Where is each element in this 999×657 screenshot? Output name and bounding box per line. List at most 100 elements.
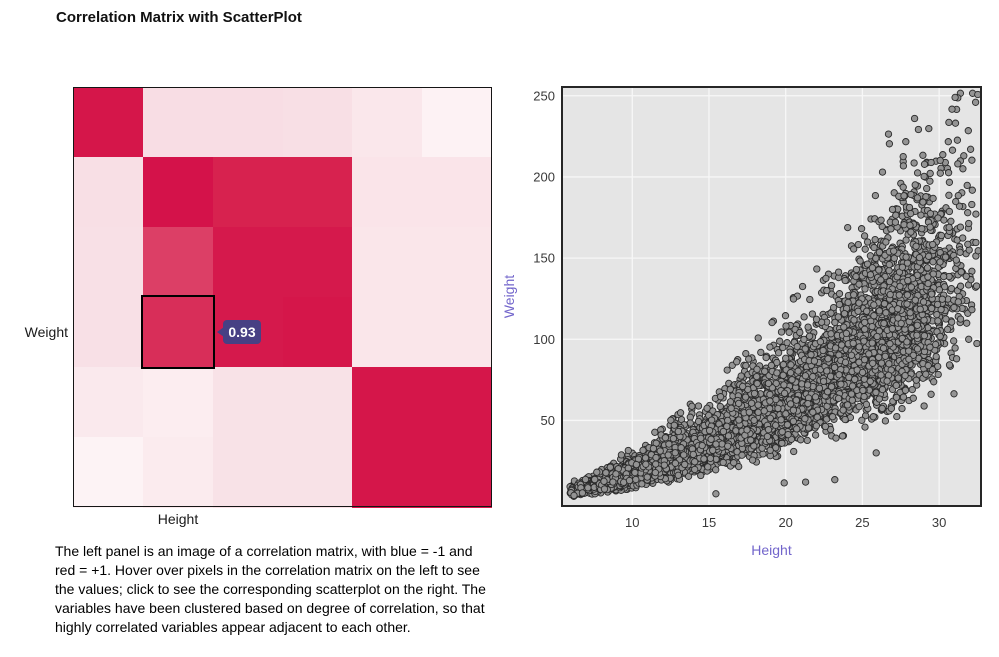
heatmap-cell[interactable]: [212, 87, 283, 158]
scatter-point: [831, 318, 839, 327]
scatter-point: [741, 393, 750, 401]
scatter-point: [768, 318, 776, 327]
scatter-point: [747, 436, 755, 444]
heatmap-cell[interactable]: [282, 157, 353, 228]
heatmap-cell[interactable]: [282, 227, 353, 298]
heatmap-cell[interactable]: [282, 437, 353, 508]
scatter-point: [638, 480, 646, 488]
scatter-point: [700, 455, 708, 463]
scatter-point: [788, 376, 796, 384]
heatmap-cell[interactable]: [422, 157, 493, 228]
heatmap-cell[interactable]: [282, 367, 353, 438]
heatmap-cell[interactable]: [422, 297, 493, 368]
scatter-point: [670, 421, 678, 429]
correlation-heatmap[interactable]: [73, 87, 493, 508]
scatter-point: [652, 453, 660, 462]
heatmap-cell[interactable]: [282, 87, 353, 158]
scatter-point: [739, 382, 747, 391]
scatter-point: [707, 435, 715, 443]
heatmap-cell[interactable]: [212, 437, 283, 508]
scatter-point: [649, 444, 658, 453]
heatmap-cell[interactable]: [73, 87, 144, 158]
scatter-point: [664, 451, 672, 459]
scatter-point: [762, 353, 770, 362]
scatter-point: [606, 463, 614, 471]
scatter-point: [806, 295, 814, 304]
scatter-point: [753, 379, 761, 388]
heatmap-cell[interactable]: [352, 297, 423, 368]
scatter-point: [937, 231, 946, 240]
scatter-point: [764, 426, 773, 434]
scatter-point: [803, 436, 811, 445]
scatter-point: [832, 434, 840, 442]
scatter-point: [612, 470, 620, 478]
heatmap-cell[interactable]: [212, 157, 283, 228]
scatter-point: [779, 343, 787, 352]
scatter-point: [947, 217, 955, 225]
heatmap-cell[interactable]: [73, 367, 144, 438]
scatter-point: [724, 416, 732, 425]
heatmap-cell[interactable]: [73, 297, 144, 368]
scatter-point: [578, 489, 587, 497]
scatter-point: [748, 456, 757, 464]
scatter-point: [757, 348, 765, 357]
scatter-point: [783, 421, 792, 429]
scatter-point: [777, 416, 785, 424]
scatter-point: [680, 451, 688, 459]
heatmap-cell[interactable]: [142, 227, 214, 298]
scatter-point: [951, 119, 960, 127]
heatmap-cells[interactable]: [73, 87, 493, 508]
scatter-point: [809, 372, 817, 381]
scatter-point: [641, 454, 650, 462]
heatmap-cell[interactable]: [73, 227, 144, 298]
heatmap-cell[interactable]: [212, 227, 283, 298]
scatter-point: [651, 468, 660, 477]
scatter-point: [778, 439, 786, 447]
heatmap-cell[interactable]: [282, 297, 353, 368]
heatmap-cell[interactable]: [422, 227, 493, 298]
scatter-point: [797, 436, 805, 444]
scatter-point: [712, 466, 720, 474]
heatmap-cell[interactable]: [352, 437, 423, 508]
scatter-point: [800, 313, 808, 321]
heatmap-cell[interactable]: [142, 297, 214, 368]
heatmap-cell[interactable]: [422, 437, 493, 508]
scatter-point: [816, 338, 825, 346]
scatter-point: [858, 416, 866, 424]
scatter-point: [754, 408, 762, 416]
heatmap-cell[interactable]: [422, 367, 493, 438]
heatmap-cell[interactable]: [352, 367, 423, 438]
scatter-point: [786, 369, 795, 377]
scatter-point: [811, 431, 820, 439]
scatter-point: [812, 315, 821, 323]
heatmap-cell[interactable]: [352, 227, 423, 298]
heatmap-cell[interactable]: [142, 367, 214, 438]
scatter-point: [691, 465, 699, 474]
scatter-points: [566, 89, 982, 500]
scatter-point: [784, 430, 792, 439]
scatter-point: [812, 422, 821, 430]
scatter-point: [828, 413, 837, 421]
scatter-point: [766, 390, 774, 399]
heatmap-cell[interactable]: [73, 157, 144, 228]
heatmap-cell[interactable]: [212, 367, 283, 438]
scatter-point: [591, 475, 599, 484]
scatter-point: [964, 209, 972, 217]
scatter-point: [730, 459, 738, 467]
scatter-point: [642, 460, 650, 468]
scatter-point: [782, 354, 790, 362]
scatter-point: [761, 367, 769, 375]
heatmap-cell[interactable]: [142, 157, 214, 228]
heatmap-cell[interactable]: [352, 157, 423, 228]
heatmap-cell[interactable]: [352, 87, 423, 158]
heatmap-cell[interactable]: [422, 87, 493, 158]
heatmap-cell[interactable]: [73, 437, 144, 508]
heatmap-cell[interactable]: [142, 437, 214, 508]
selected-cell-outline[interactable]: [140, 295, 215, 369]
scatter-point: [767, 361, 776, 370]
scatter-point: [712, 440, 720, 448]
heatmap-cell[interactable]: [142, 87, 214, 158]
scatter-point: [600, 485, 609, 493]
scatter-point: [774, 404, 782, 413]
